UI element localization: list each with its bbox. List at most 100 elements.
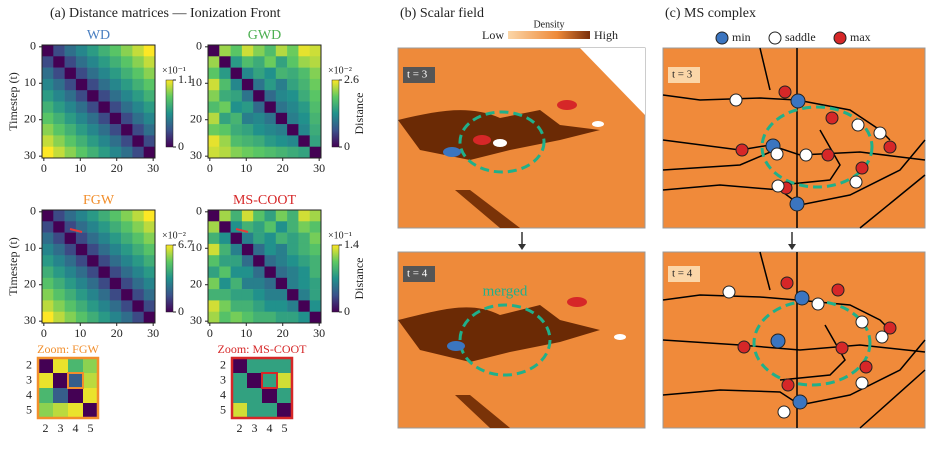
matrix-cell xyxy=(287,210,299,222)
matrix-cell xyxy=(208,311,220,324)
matrix-cell xyxy=(64,112,77,125)
zoom-cell xyxy=(38,403,53,418)
zoom-cell xyxy=(247,403,262,418)
matrix-cell xyxy=(241,56,254,68)
matrix-cell xyxy=(287,124,299,136)
zoom-cell xyxy=(262,403,277,418)
matrix-cell xyxy=(98,289,111,301)
matrix-cell xyxy=(275,67,288,80)
matrix-cell xyxy=(253,255,265,267)
matrix-cell xyxy=(241,124,254,136)
matrix-cell xyxy=(275,232,288,245)
matrix-cell xyxy=(53,300,65,312)
matrix-cell xyxy=(298,232,310,245)
matrix-cell xyxy=(275,311,288,324)
matrix-cell xyxy=(230,300,243,312)
matrix-cell xyxy=(208,56,220,68)
matrix-title: MS-COOT xyxy=(233,193,296,208)
colorbar-tick-label: 1.1 xyxy=(178,72,193,86)
matrix-cell xyxy=(219,112,231,125)
x-tick-label: 30 xyxy=(147,326,159,340)
matrix-cell xyxy=(275,266,288,279)
matrix-cell xyxy=(143,135,156,147)
matrix-cell xyxy=(298,277,310,290)
matrix-cell xyxy=(87,210,99,222)
matrix-cell xyxy=(253,300,265,312)
zoom-cell xyxy=(53,388,68,403)
matrix-cell xyxy=(253,146,265,159)
matrix-cell xyxy=(75,135,88,147)
matrix-cell xyxy=(275,101,288,114)
matrix-cell xyxy=(298,45,310,57)
x-tick-label: 3 xyxy=(252,421,258,435)
matrix-cell xyxy=(219,124,231,136)
matrix-cell xyxy=(121,101,133,114)
matrix-cell xyxy=(275,221,288,233)
matrix-cell xyxy=(143,266,156,279)
matrix-cell xyxy=(98,78,111,91)
y-tick-label: 2 xyxy=(220,357,226,371)
matrix-cell xyxy=(275,289,288,301)
matrix-cell xyxy=(109,243,122,256)
matrix-cell xyxy=(64,56,77,68)
matrix-cell xyxy=(132,221,144,233)
zoom-cell xyxy=(232,373,247,388)
matrix-cell xyxy=(287,311,299,324)
matrix-cell xyxy=(64,101,77,114)
matrix-cell xyxy=(309,45,322,57)
frame-label: t = 4 xyxy=(407,268,428,280)
matrix-cell xyxy=(109,221,122,233)
matrix-cell xyxy=(98,45,111,57)
matrix-cell xyxy=(121,146,133,159)
matrix-cell xyxy=(208,243,220,256)
frame-label: t = 3 xyxy=(407,69,428,81)
arrow xyxy=(235,228,249,233)
colorbar-title: Density xyxy=(533,19,564,30)
matrix-cell xyxy=(287,45,299,57)
colorbar-tick-label: 0 xyxy=(344,304,350,318)
y-tick-label: 5 xyxy=(220,402,226,416)
matrix-cell xyxy=(42,135,54,147)
matrix-cell xyxy=(42,300,54,312)
matrix-cell xyxy=(208,221,220,233)
matrix-cell xyxy=(42,90,54,102)
y-tick-label: 0 xyxy=(30,204,36,218)
matrix-cell xyxy=(264,112,277,125)
zoom-cell xyxy=(247,358,262,373)
matrix-cell xyxy=(42,289,54,301)
matrix-cell xyxy=(208,289,220,301)
matrix-cell xyxy=(132,112,144,125)
matrix-cell xyxy=(109,135,122,147)
matrix-cell xyxy=(230,135,243,147)
legend-entry: min xyxy=(732,30,751,44)
zoom-cell xyxy=(68,403,83,418)
matrix-cell xyxy=(309,277,322,290)
matrix-cell xyxy=(208,45,220,57)
matrix-cell xyxy=(132,56,144,68)
matrix-cell xyxy=(287,101,299,114)
zoom-cell xyxy=(247,388,262,403)
matrix-cell xyxy=(309,78,322,91)
matrix-cell xyxy=(253,112,265,125)
matrix-cell xyxy=(42,67,54,80)
x-tick-label: 20 xyxy=(277,326,289,340)
matrix-cell xyxy=(75,146,88,159)
matrix-cell xyxy=(241,289,254,301)
x-tick-label: 20 xyxy=(111,326,123,340)
matrix-cell xyxy=(109,210,122,222)
matrix-cell xyxy=(275,135,288,147)
matrix-cell xyxy=(87,277,99,290)
colorbar-tick-label: 0 xyxy=(178,304,184,318)
matrix-cell xyxy=(287,277,299,290)
matrix-cell xyxy=(87,124,99,136)
colorbar xyxy=(165,244,174,313)
matrix-cell xyxy=(42,56,54,68)
matrix-cell xyxy=(275,78,288,91)
matrix-cell xyxy=(264,311,277,324)
matrix-cell xyxy=(275,124,288,136)
matrix-cell xyxy=(253,56,265,68)
zoom-cell xyxy=(53,358,68,373)
matrix-cell xyxy=(309,311,322,324)
matrix-cell xyxy=(87,232,99,245)
x-tick-label: 5 xyxy=(88,421,94,435)
